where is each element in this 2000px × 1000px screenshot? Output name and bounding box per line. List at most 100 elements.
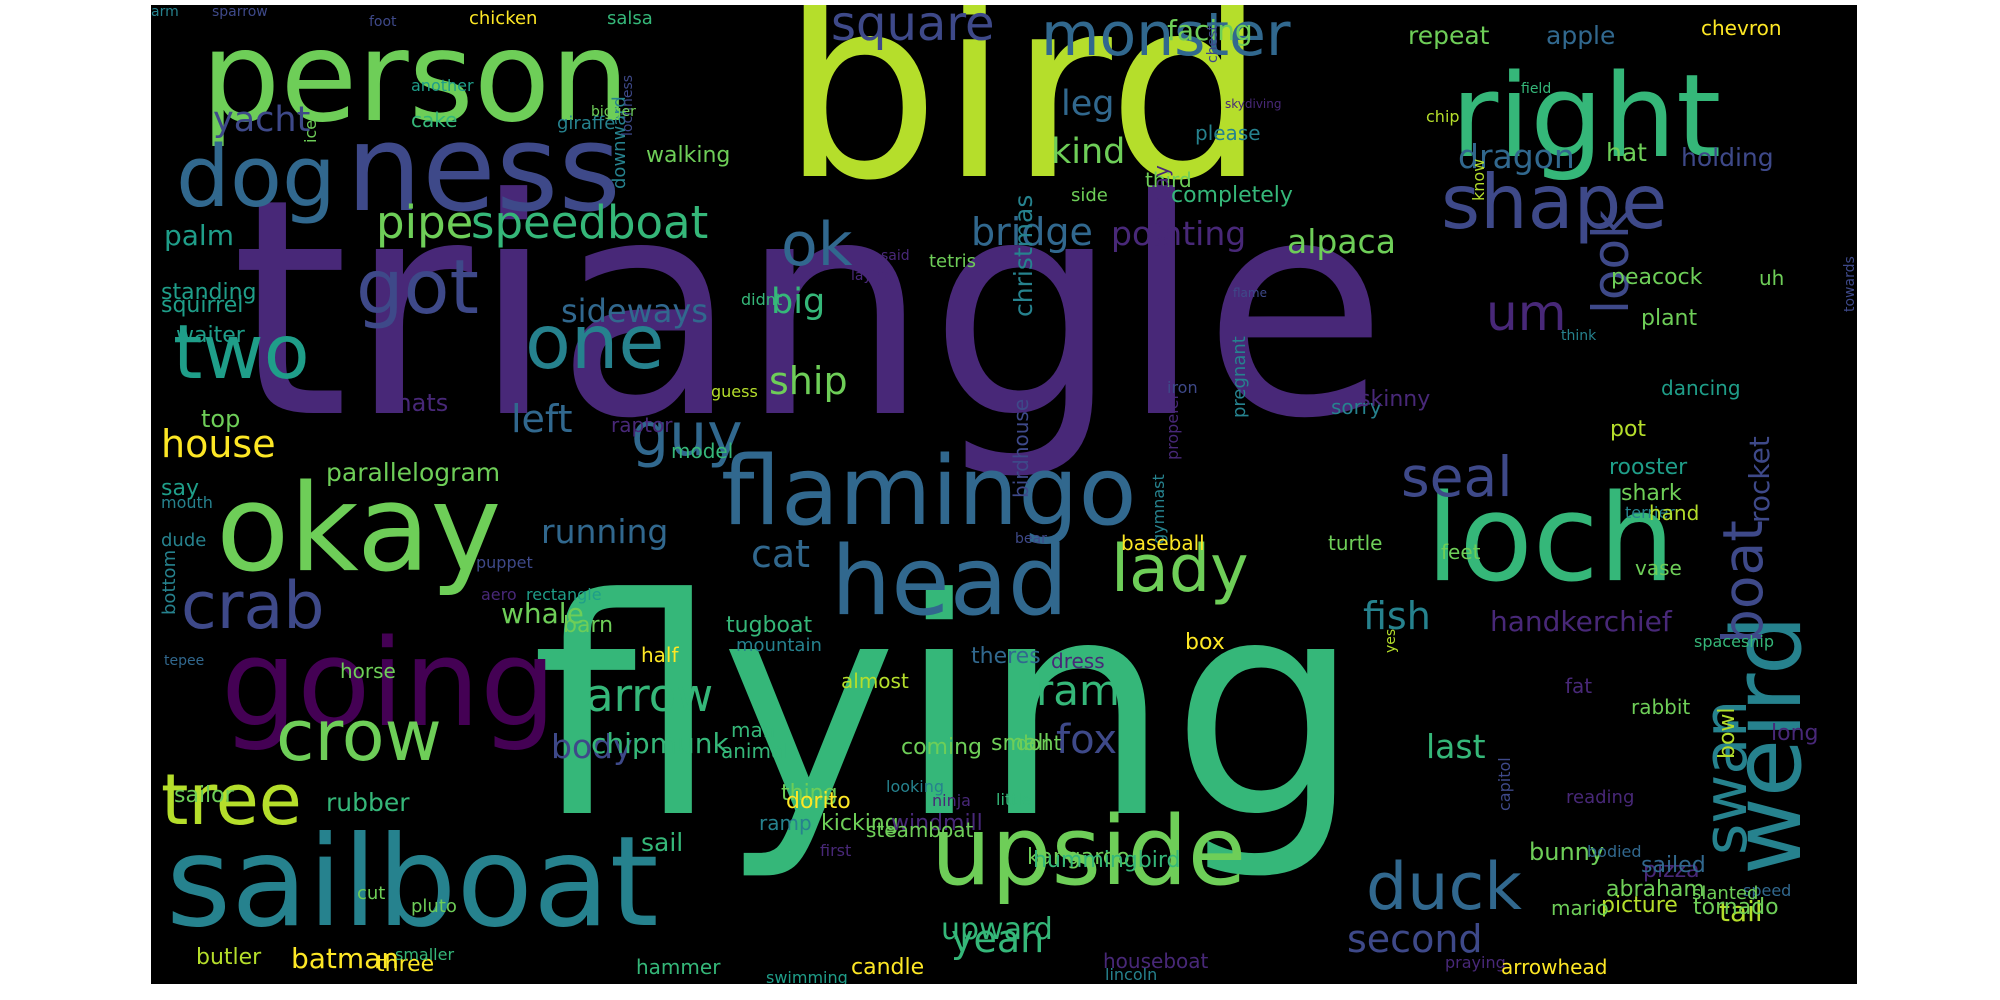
- word-big: big: [771, 282, 826, 322]
- word-person: person: [201, 5, 630, 150]
- word-salsa: salsa: [607, 8, 653, 29]
- word-capitol: capitol: [1495, 757, 1514, 811]
- word-box: box: [1185, 630, 1225, 655]
- word-tornado: tornado: [1693, 895, 1779, 920]
- word-parallelogram: parallelogram: [326, 458, 501, 487]
- word-last: last: [1426, 727, 1486, 766]
- word-chip: chip: [1426, 107, 1460, 126]
- word-bowl: bowl: [1715, 707, 1740, 759]
- word-boat: boat: [1711, 520, 1775, 644]
- word-left: left: [511, 397, 573, 441]
- word-first: first: [820, 841, 852, 860]
- word-bigger: bigger: [591, 104, 636, 120]
- word-pipe: pipe: [376, 196, 474, 249]
- word-dont: dont: [1016, 731, 1062, 755]
- word-seal: seal: [1401, 445, 1513, 509]
- word-mouth: mouth: [161, 493, 213, 512]
- word-ram: ram: [1036, 666, 1120, 715]
- word-slanted: slanted: [1692, 883, 1759, 904]
- word-ice: ice: [301, 119, 320, 143]
- word-dragon: dragon: [1458, 137, 1575, 176]
- word-houseboat: houseboat: [1103, 949, 1209, 973]
- word-giraffe: giraffe: [557, 113, 616, 134]
- word-pregnant: pregnant: [1229, 336, 1250, 418]
- word-propeler: propeler: [1163, 392, 1182, 460]
- word-candle: candle: [851, 955, 925, 980]
- word-mountain: mountain: [736, 635, 822, 656]
- word-leg: leg: [1061, 84, 1115, 124]
- word-horse: horse: [340, 659, 396, 683]
- word-arrowhead: arrowhead: [1501, 955, 1608, 979]
- word-crow: crow: [276, 695, 442, 777]
- word-didnt: didnt: [741, 290, 783, 309]
- word-got: got: [356, 243, 479, 331]
- word-kind: kind: [1051, 132, 1126, 172]
- word-arrow: arrow: [586, 669, 714, 722]
- word-christmas: christmas: [1009, 194, 1038, 317]
- word-cake: cake: [411, 108, 458, 132]
- word-right: right: [1451, 50, 1722, 184]
- word-picture: picture: [1601, 893, 1678, 918]
- word-head: head: [831, 527, 1069, 637]
- word-little: little: [996, 790, 1032, 809]
- word-sail: sail: [641, 828, 684, 857]
- word-feet: feet: [1441, 540, 1481, 564]
- word-chevron: chevron: [1701, 16, 1782, 40]
- word-another: another: [411, 76, 474, 95]
- word-birdhouse: birdhouse: [1009, 398, 1033, 498]
- word-holding: holding: [1681, 143, 1774, 172]
- word-animal: animal: [721, 739, 789, 763]
- word-square: square: [831, 5, 995, 52]
- word-hammer: hammer: [636, 955, 721, 979]
- word-bunny: bunny: [1529, 838, 1605, 866]
- word-thats: thats: [387, 389, 449, 417]
- word-handkerchief: handkerchief: [1490, 605, 1672, 638]
- word-speed: speed: [1743, 881, 1792, 900]
- word-cat: cat: [751, 532, 811, 576]
- word-standing: standing: [161, 280, 257, 305]
- word-sailed: sailed: [1641, 853, 1706, 878]
- word-mario: mario: [1551, 896, 1609, 920]
- word-sparrow: sparrow: [212, 5, 268, 20]
- word-whale: whale: [501, 597, 584, 630]
- word-chest: chest: [1205, 25, 1221, 63]
- word-pointing: pointing: [1111, 214, 1247, 253]
- word-abraham: abraham: [1606, 877, 1705, 902]
- word-tepee: tepee: [164, 653, 205, 669]
- word-bridge: bridge: [971, 210, 1093, 254]
- word-puppet: puppet: [476, 553, 533, 572]
- word-bear: bear: [1015, 531, 1047, 547]
- word-guy: guy: [631, 400, 743, 470]
- word-running: running: [541, 512, 669, 551]
- word-dog: dog: [176, 128, 336, 227]
- word-swimming: swimming: [766, 968, 848, 985]
- word-dancing: dancing: [1661, 376, 1741, 400]
- word-squirrel: squirrel: [161, 293, 244, 318]
- word-windmill: windmill: [891, 811, 983, 836]
- word-second: second: [1347, 917, 1483, 961]
- word-three: three: [376, 952, 435, 977]
- word-know: know: [1469, 158, 1488, 201]
- word-steamboat: steamboat: [866, 818, 974, 842]
- word-two: two: [173, 308, 310, 396]
- word-yeah: yeah: [951, 917, 1045, 961]
- word-aero: aero: [481, 585, 517, 604]
- word-barn: barn: [563, 613, 614, 638]
- word-rooster: rooster: [1609, 455, 1688, 480]
- word-duck: duck: [1366, 850, 1522, 925]
- word-pizza: pizza: [1643, 858, 1700, 883]
- word-side: side: [1071, 185, 1108, 206]
- word-completely: completely: [1171, 183, 1293, 208]
- word-apple: apple: [1546, 21, 1616, 50]
- word-looking: looking: [886, 777, 945, 796]
- word-hand: hand: [1649, 501, 1700, 525]
- word-tail: tail: [1719, 895, 1763, 928]
- word-sailor: sailor: [174, 783, 234, 808]
- word-upward: upward: [941, 912, 1053, 947]
- word-batman: batman: [291, 942, 400, 975]
- word-bird: bird: [781, 5, 1267, 235]
- word-fish: fish: [1363, 594, 1431, 638]
- word-house: house: [161, 422, 276, 466]
- word-man: man: [731, 718, 776, 742]
- word-butler: butler: [196, 945, 262, 970]
